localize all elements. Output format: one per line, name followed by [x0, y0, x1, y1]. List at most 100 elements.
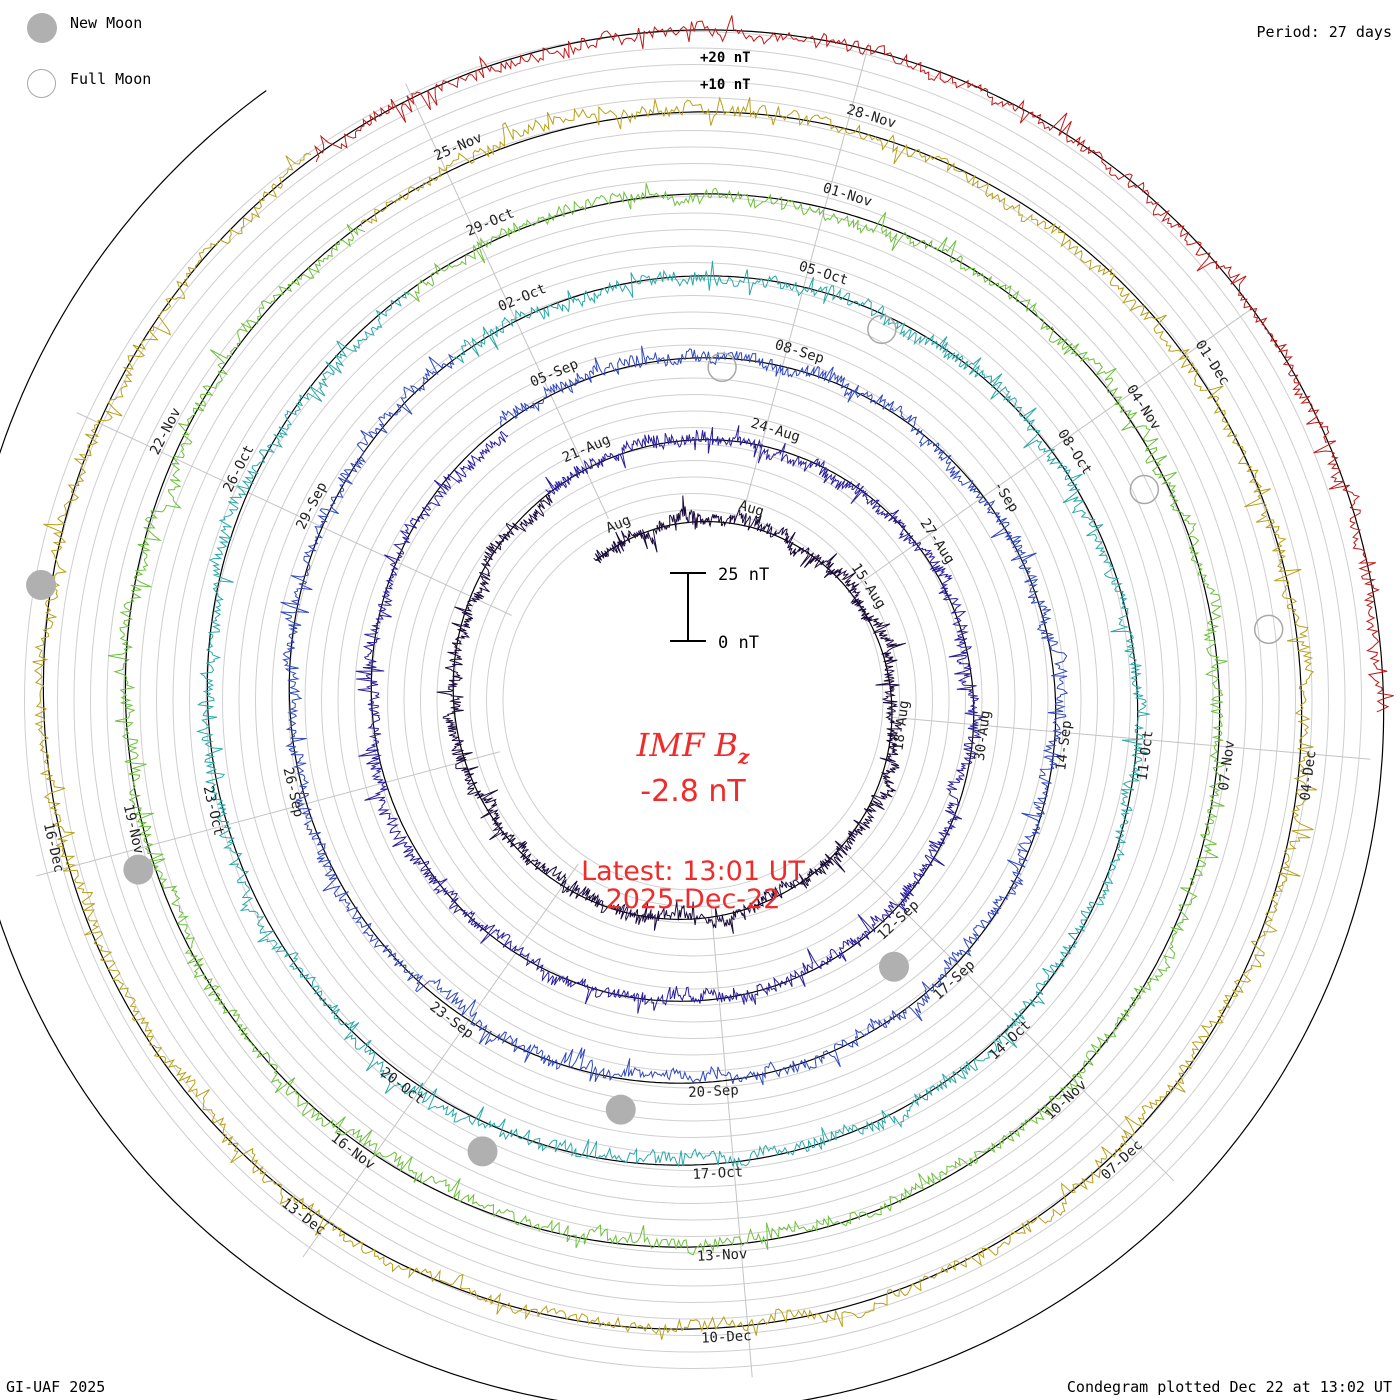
date-tick-label: 11-Oct: [1135, 730, 1157, 782]
date-tick-label: 27-Aug: [917, 516, 958, 567]
guide-ring: [106, 113, 1280, 1287]
full-moon-marker: [867, 314, 897, 345]
plotted-timestamp: Condegram plotted Dec 22 at 13:02 UT: [1066, 1378, 1392, 1396]
guide-ring: [255, 262, 1131, 1138]
date-tick-label: Aug: [737, 498, 766, 521]
new-moon-legend-icon: [27, 13, 57, 43]
date-tick-label: 29-Sep: [293, 480, 330, 532]
radial-line: [76, 412, 512, 616]
date-tick-label: 14-Sep: [1053, 720, 1075, 772]
guide-ring: [420, 427, 966, 973]
new-moon-marker: [467, 1136, 498, 1167]
new-moon-marker: [879, 951, 910, 982]
radial-line: [744, 43, 870, 507]
date-tick-label: 30-Aug: [972, 710, 994, 762]
guide-ring: [123, 130, 1263, 1270]
date-tick-label: 20-Sep: [688, 1082, 739, 1101]
date-tick-label: 19-Nov: [120, 803, 147, 856]
guide-ring: [57, 64, 1329, 1336]
guide-ring: [271, 278, 1115, 1122]
date-tick-label: 28-Nov: [845, 102, 898, 132]
date-tick-label: 22-Nov: [147, 405, 184, 457]
series-trace: [355, 425, 986, 1014]
date-tick-label: 08-Sep: [773, 337, 826, 367]
scale-bar: 25 nT 0 nT: [670, 565, 769, 653]
series-trace: [107, 183, 1228, 1256]
date-tick-label: 18-Aug: [890, 700, 912, 752]
guide-ring: [156, 163, 1230, 1237]
new-moon-legend-label: New Moon: [70, 14, 143, 32]
guide-ring: [24, 31, 1362, 1369]
series-trace: [195, 260, 1150, 1168]
series-6: 25-Nov28-Nov01-Dec04-Dec07-Dec10-Dec13-D…: [32, 96, 1319, 1347]
date-tick-label: 10-Dec: [701, 1328, 752, 1347]
guide-ring: [403, 410, 983, 990]
date-tick-label: 17-Oct: [692, 1164, 743, 1183]
full-moon-legend-label: Full Moon: [70, 70, 152, 88]
date-tick-label: 24-Aug: [749, 415, 802, 445]
guide-ring: [469, 476, 917, 924]
series-7: [313, 15, 1394, 713]
date-tick-label: 01-Nov: [821, 180, 874, 210]
guide-ring: [304, 311, 1082, 1089]
new-moon-marker: [605, 1094, 636, 1125]
date-tick-label: 08-Oct: [1054, 427, 1095, 478]
radial-line: [892, 716, 1371, 760]
date-tick-label: 21-Aug: [560, 432, 613, 466]
guide-ring: [502, 509, 884, 891]
date-tick-label: 04-Dec: [1297, 749, 1319, 801]
full-moon-marker: [707, 352, 737, 383]
radial-line: [36, 751, 500, 877]
new-moon-marker: [123, 854, 154, 885]
guide-ring: [205, 212, 1181, 1188]
full-moon-marker: [1129, 474, 1160, 505]
moon-markers: [26, 314, 1284, 1167]
period-label: Period: 27 days: [1256, 23, 1392, 41]
date-tick-label: 10-Nov: [1042, 1077, 1090, 1123]
radial-line: [709, 899, 753, 1378]
title-subscript: z: [737, 744, 750, 769]
radial-line: [405, 83, 609, 519]
guide-ring: [354, 361, 1032, 1039]
guide-ring: [139, 146, 1247, 1254]
latest-time: Latest: 13:01 UT: [581, 856, 805, 887]
series-trace: [313, 15, 1394, 713]
guide-ring: [337, 344, 1049, 1056]
series-3: 05-Sep08-Sep-Sep14-Sep17-Sep20-Sep23-Sep…: [280, 337, 1076, 1101]
latest-update: Latest: 13:01 UT 2025-Dec-22: [0, 858, 1386, 914]
guide-ring: [222, 229, 1164, 1171]
ring-value-label: +10 nT: [700, 77, 751, 93]
guide-ring: [321, 328, 1065, 1072]
radial-line: [302, 863, 579, 1258]
ring-value-label: +20 nT: [700, 50, 751, 66]
credit-label: GI-UAF 2025: [6, 1378, 106, 1396]
guide-ring: [90, 97, 1296, 1303]
date-tick-label: 01-Dec: [1192, 337, 1233, 388]
chart-title: IMF Bz: [0, 726, 1386, 768]
date-tick-label: 07-Nov: [1216, 739, 1238, 791]
guide-rings: [24, 31, 1362, 1369]
guide-ring: [189, 196, 1197, 1204]
series-trace: [32, 96, 1318, 1340]
zero-baseline-spiral: [0, 29, 1385, 1400]
guide-ring: [288, 295, 1098, 1105]
series-trace: [280, 345, 1069, 1086]
new-moon-marker: [26, 570, 57, 601]
guide-ring: [387, 394, 999, 1006]
guide-ring: [40, 47, 1346, 1353]
latest-date: 2025-Dec-22: [605, 884, 781, 915]
series-4: 02-Oct05-Oct08-Oct11-Oct14-Oct17-Oct20-O…: [195, 259, 1157, 1183]
radial-line: [834, 841, 1175, 1182]
date-tick-label: 13-Nov: [696, 1246, 747, 1265]
date-tick-label: -Sep: [990, 478, 1022, 515]
full-moon-legend-icon: [27, 69, 56, 98]
title-main: IMF B: [636, 726, 738, 764]
scale-bar-top-label: 25 nT: [718, 565, 769, 585]
full-moon-marker: [1253, 614, 1284, 645]
guide-ring: [73, 80, 1313, 1320]
scale-bar-bottom-label: 0 nT: [718, 633, 759, 653]
current-value: -2.8 nT: [640, 774, 746, 809]
guide-ring: [436, 443, 950, 957]
radial-lines: [36, 43, 1371, 1378]
